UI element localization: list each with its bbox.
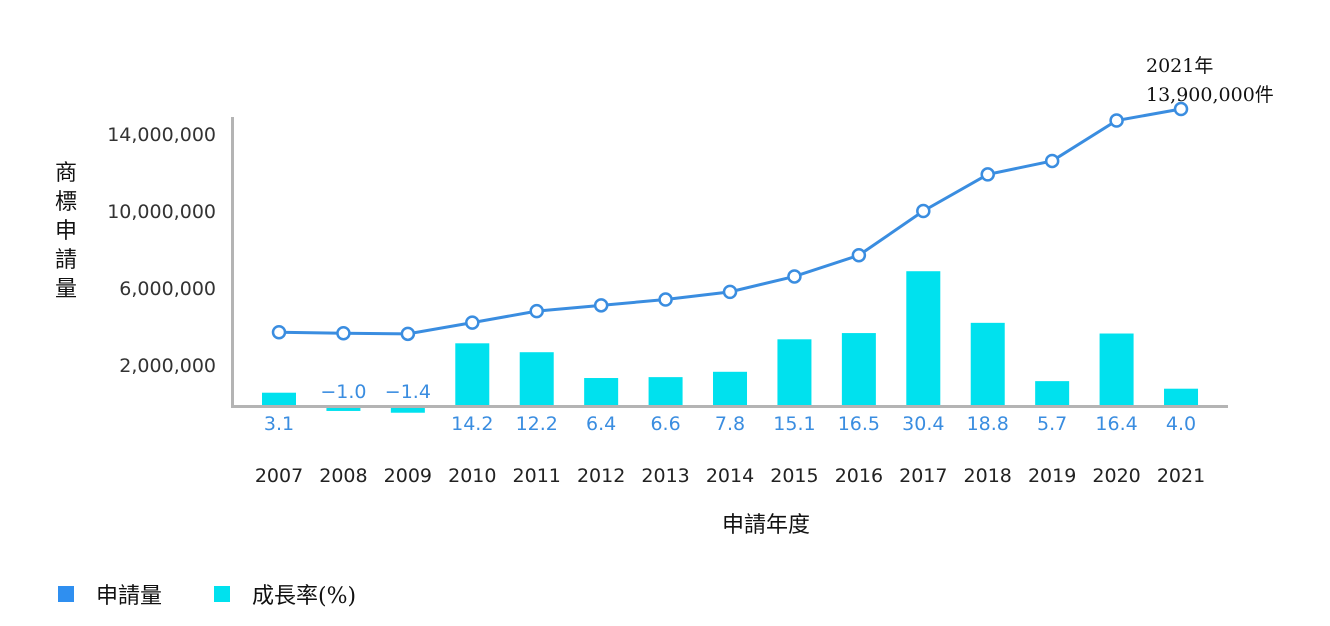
volume-point (917, 205, 929, 217)
x-tick-label: 2007 (255, 465, 303, 487)
y-axis-label: 商標申請量 (55, 161, 77, 302)
x-tick-label: 2018 (964, 465, 1012, 487)
growth-bar (584, 378, 618, 406)
volume-point (402, 328, 414, 340)
legend-item-volume: 申請量 (58, 578, 162, 610)
legend-label-volume: 申請量 (96, 578, 162, 610)
growth-label: 14.2 (451, 413, 493, 435)
x-tick-label: 2016 (835, 465, 883, 487)
growth-label: −1.4 (385, 381, 431, 403)
y-tick-group: 14,000,000 10,000,000 6,000,000 2,000,000 (107, 124, 216, 377)
growth-bar (1100, 334, 1134, 407)
growth-label: 4.0 (1166, 413, 1196, 435)
growth-bar (842, 333, 876, 406)
growth-bar (713, 372, 747, 407)
growth-bar (1164, 389, 1198, 407)
growth-label: 16.5 (838, 413, 880, 435)
volume-point (853, 249, 865, 261)
x-tick-label: 2011 (513, 465, 561, 487)
annotation-line1: 2021年 (1146, 55, 1213, 77)
legend-item-growth: 成長率(%) (214, 578, 356, 610)
volume-point (531, 305, 543, 317)
growth-bar (906, 271, 940, 406)
volume-point (466, 317, 478, 329)
x-tick-label: 2019 (1028, 465, 1076, 487)
growth-label: −1.0 (320, 381, 366, 403)
volume-line (279, 109, 1181, 334)
legend: 申請量 成長率(%) (58, 578, 408, 610)
y-tick-label: 2,000,000 (119, 355, 216, 377)
volume-point (660, 294, 672, 306)
line-group (273, 103, 1187, 340)
x-tick-label: 2010 (448, 465, 496, 487)
x-tick-label: 2009 (384, 465, 432, 487)
legend-swatch-volume (58, 586, 74, 602)
growth-label: 15.1 (773, 413, 815, 435)
growth-label: 12.2 (516, 413, 558, 435)
volume-point (788, 270, 800, 282)
chart: 14,000,000 10,000,000 6,000,000 2,000,000 3… (0, 0, 1330, 626)
growth-label: 30.4 (902, 413, 944, 435)
growth-bar (262, 393, 296, 407)
volume-point (595, 299, 607, 311)
y-tick-label: 10,000,000 (107, 201, 216, 223)
y-tick-label: 14,000,000 (107, 124, 216, 146)
volume-point (1046, 155, 1058, 167)
growth-bar (520, 352, 554, 406)
volume-point (1111, 115, 1123, 127)
volume-point (337, 327, 349, 339)
growth-bar (971, 323, 1005, 407)
growth-bar (777, 339, 811, 406)
volume-point (982, 168, 994, 180)
growth-label: 5.7 (1037, 413, 1067, 435)
volume-point (724, 286, 736, 298)
y-tick-label: 6,000,000 (119, 278, 216, 300)
x-axis-label: 申請年度 (722, 513, 810, 538)
growth-label: 18.8 (967, 413, 1009, 435)
legend-swatch-growth (214, 586, 230, 602)
growth-label: 6.4 (586, 413, 616, 435)
growth-bar (1035, 381, 1069, 406)
legend-label-growth: 成長率(%) (252, 578, 356, 610)
growth-label: 3.1 (264, 413, 294, 435)
x-tick-label: 2008 (319, 465, 367, 487)
x-tick-label: 2012 (577, 465, 625, 487)
x-tick-label: 2017 (899, 465, 947, 487)
growth-label: 6.6 (650, 413, 680, 435)
x-tick-label: 2014 (706, 465, 754, 487)
x-tick-label: 2015 (770, 465, 818, 487)
x-tick-label: 2021 (1157, 465, 1205, 487)
growth-bar (649, 377, 683, 406)
x-tick-label: 2020 (1092, 465, 1140, 487)
volume-point (273, 326, 285, 338)
x-tick-group: 2007 2008 2009 2010 2011 2012 2013 2014 2015 2016… (255, 465, 1205, 487)
x-tick-label: 2013 (641, 465, 689, 487)
growth-label: 16.4 (1095, 413, 1137, 435)
growth-label: 7.8 (715, 413, 745, 435)
annotation-line2: 13,900,000件 (1146, 84, 1274, 106)
growth-bar (455, 343, 489, 406)
